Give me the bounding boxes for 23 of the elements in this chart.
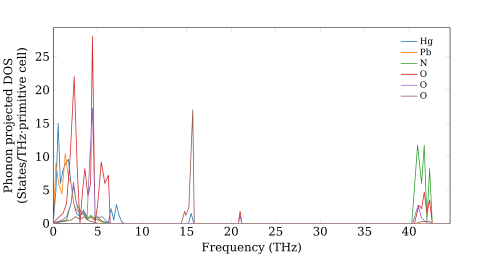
legend-label: Pb xyxy=(420,48,431,56)
y-axis-title: Phonon projected DOS (States/THz·primitive cell) xyxy=(3,48,28,203)
y-tick-label: 0 xyxy=(43,218,50,228)
legend-label: N xyxy=(420,60,428,66)
x-tick-label: 15 xyxy=(180,226,194,236)
y-tick-label: 15 xyxy=(36,118,49,128)
x-tick-label: 25 xyxy=(269,226,282,236)
x-tick-label: 5 xyxy=(95,226,101,236)
y-tick-label: 5 xyxy=(43,186,49,194)
x-tick-label: 20 xyxy=(224,226,238,236)
x-tick-label: 30 xyxy=(314,226,327,236)
legend-label: O xyxy=(420,92,427,99)
x-tick-label: 40 xyxy=(402,226,416,236)
legend-label: O xyxy=(420,81,427,88)
y-tick-label: 25 xyxy=(36,52,49,61)
x-tick-label: 10 xyxy=(136,226,149,236)
legend-label: Hg xyxy=(420,38,433,46)
x-axis-title: Frequency (THz) xyxy=(202,242,301,254)
legend-label: O xyxy=(420,70,427,77)
y-tick-label: 20 xyxy=(36,85,50,94)
x-tick-label: 0 xyxy=(50,226,56,236)
y-tick-label: 10 xyxy=(36,152,50,161)
x-tick-label: 35 xyxy=(358,226,372,236)
